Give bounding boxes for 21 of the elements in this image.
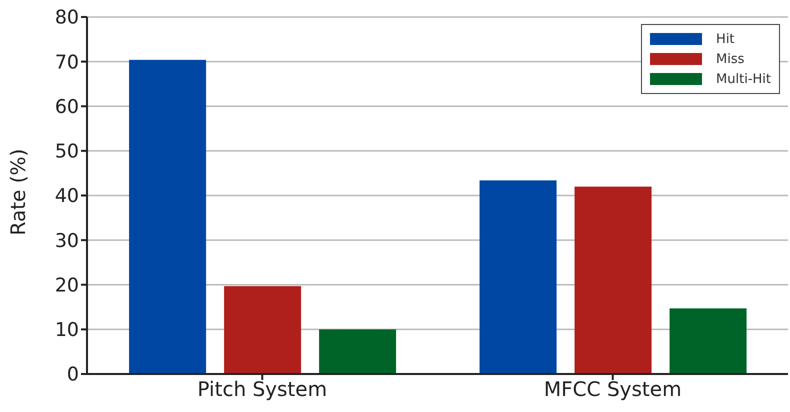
legend-label: Hit [716,32,735,46]
legend-label: Miss [716,52,744,66]
bar [670,308,747,374]
y-tick-label: 30 [54,230,79,252]
x-tick-label: Pitch System [197,377,328,402]
bar [480,180,557,374]
bar [224,286,302,374]
bar [319,329,396,374]
y-tick-label: 70 [54,51,79,74]
y-tick-label: 0 [66,364,79,386]
y-tick-label: 60 [54,96,79,118]
bar [129,60,206,374]
y-tick-label: 80 [54,6,79,29]
y-tick-label: 40 [54,185,79,208]
y-tick-label: 10 [54,319,79,342]
bar [574,186,652,374]
x-tick-label: MFCC System [544,377,682,402]
y-tick-label: 20 [54,274,79,296]
y-tick-label: 50 [54,140,79,163]
y-axis-title: Rate (%) [6,148,30,236]
legend-label: Multi-Hit [716,72,771,86]
